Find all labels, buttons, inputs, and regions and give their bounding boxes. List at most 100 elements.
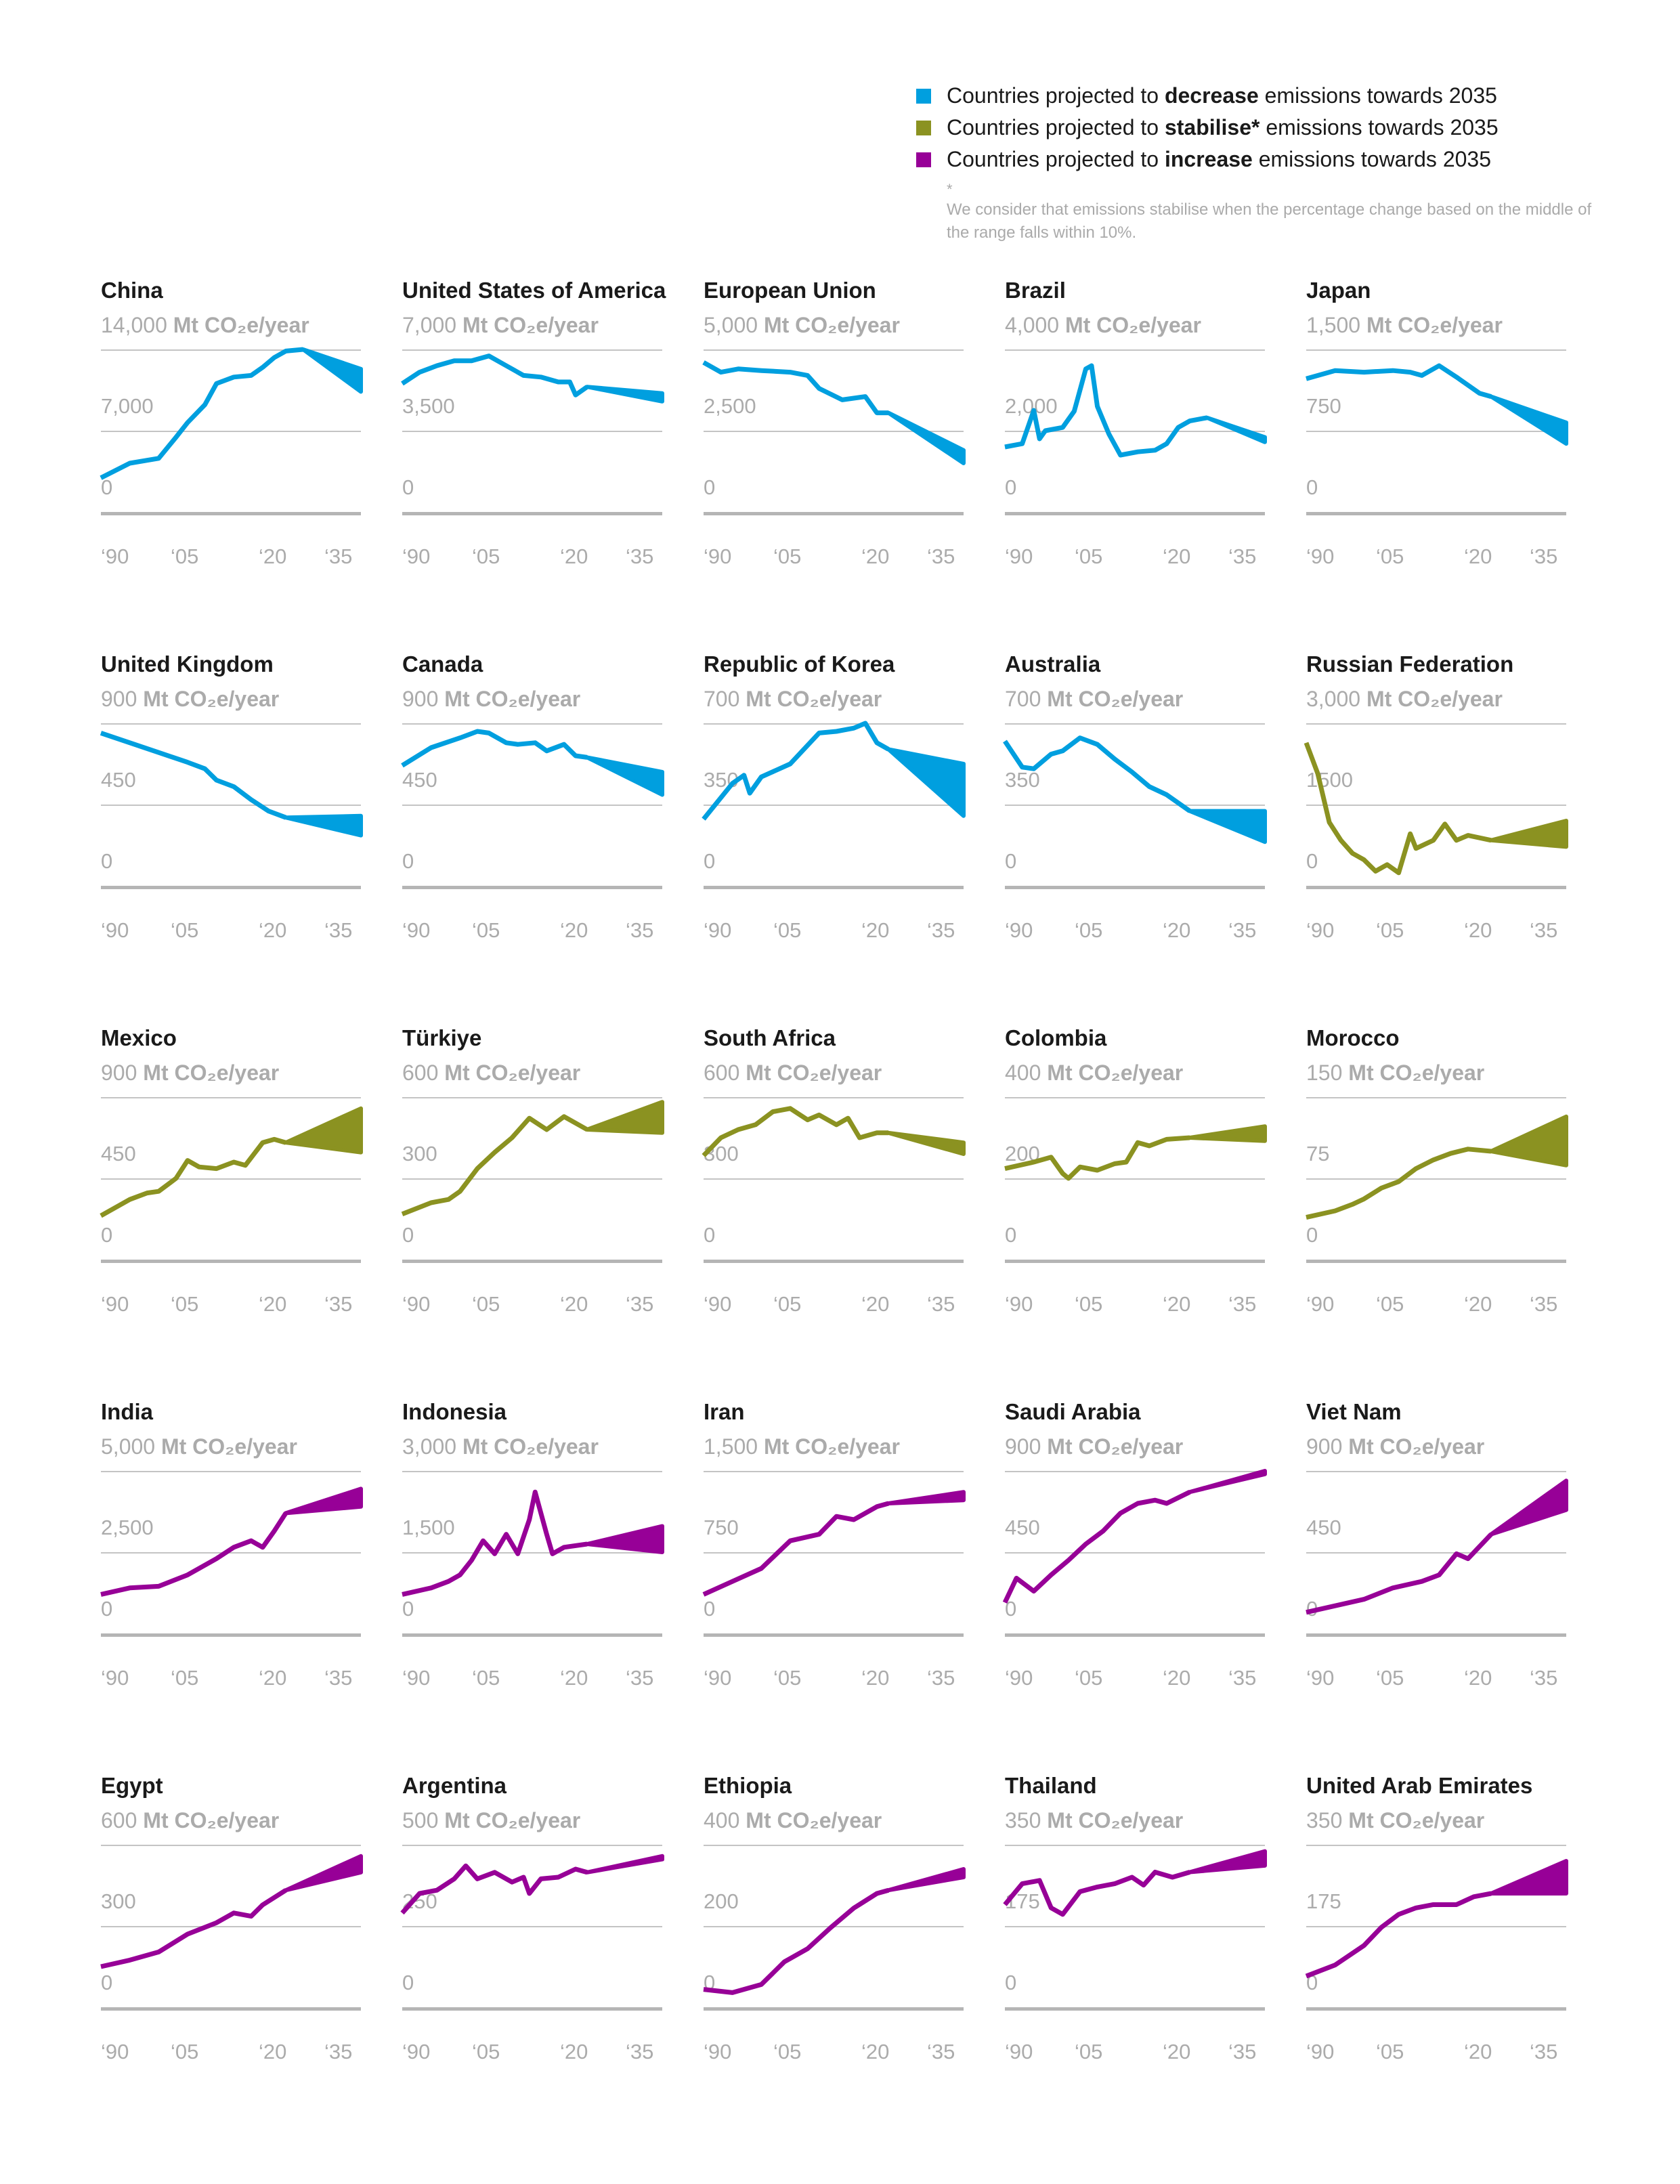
y-max-value: 4,000 (1005, 313, 1060, 337)
plot-area (1004, 363, 1267, 458)
unit-label: Mt CO₂e/year (1366, 687, 1503, 711)
y-max-label: 900 Mt CO₂e/year (101, 1061, 279, 1086)
country-name: Egypt (101, 1773, 163, 1798)
country-chart: Republic of Korea 700 Mt CO₂e/year 350 0 ‘90… (702, 645, 966, 956)
projection-range-2035 (886, 1490, 966, 1505)
footnote: We consider that emissions stabilise whe… (947, 200, 1592, 242)
x-tick-label: ‘05 (472, 2040, 500, 2063)
x-tick-label: ‘35 (626, 1666, 654, 1690)
projection-range-2035 (886, 410, 966, 465)
country-name: Türkiye (402, 1025, 482, 1050)
gridline-mid (1005, 1552, 1265, 1554)
x-tick-label: ‘05 (171, 1666, 199, 1690)
unit-label: Mt CO₂e/year (1366, 313, 1503, 337)
country-name: Australia (1005, 651, 1101, 677)
projection-range-2035 (284, 1106, 363, 1155)
country-name: India (101, 1399, 154, 1424)
gridline-mid (1306, 1926, 1566, 1927)
y-max-label: 4,000 Mt CO₂e/year (1005, 313, 1201, 338)
x-tick-label: ‘35 (626, 918, 654, 942)
unit-label: Mt CO₂e/year (1064, 313, 1201, 337)
country-chart: Mexico 900 Mt CO₂e/year 450 0 ‘90 ‘05 ‘20 ‘35 (100, 1019, 363, 1330)
gridline-mid (704, 1552, 964, 1554)
unit-label: Mt CO₂e/year (462, 313, 599, 337)
gridline-mid (1306, 431, 1566, 432)
gridline-top (101, 349, 361, 351)
x-tick-label: ‘20 (560, 544, 588, 568)
gridline-top (101, 723, 361, 725)
historical-emissions-line (100, 731, 287, 820)
historical-emissions-line (702, 721, 890, 821)
legend-keyword: decrease (1164, 83, 1259, 108)
plot-area (702, 1106, 966, 1157)
y-max-value: 5,000 (704, 313, 758, 337)
gridline-top (1005, 349, 1265, 351)
gridline-top (1306, 349, 1566, 351)
gridline-mid (402, 1552, 662, 1554)
x-tick-label: ‘20 (1464, 1292, 1492, 1316)
y-max-value: 600 (704, 1061, 740, 1085)
y-max-label: 7,000 Mt CO₂e/year (402, 313, 599, 338)
plot-area (1304, 742, 1568, 876)
y-tick-zero: 0 (101, 849, 113, 873)
y-tick-zero: 0 (704, 1597, 716, 1621)
projection-range-2035 (1205, 415, 1267, 444)
x-tick-label: ‘90 (1306, 918, 1335, 942)
x-tick-label: ‘20 (1464, 2040, 1492, 2063)
gridline-mid (101, 1178, 361, 1180)
gridline-top (101, 1471, 361, 1472)
unit-label: Mt CO₂e/year (1047, 687, 1184, 711)
country-name: Brazil (1005, 278, 1066, 303)
y-max-label: 350 Mt CO₂e/year (1306, 1808, 1484, 1833)
plot-area (1002, 1469, 1267, 1604)
y-tick-mid: 350 (1005, 768, 1040, 792)
x-tick-label: ‘90 (402, 544, 431, 568)
legend-swatch-stabilise (916, 120, 931, 135)
gridline-top (1005, 1845, 1265, 1846)
x-tick-label: ‘35 (1530, 918, 1558, 942)
legend-swatch-increase (916, 152, 931, 167)
unit-label: Mt CO₂e/year (160, 1434, 297, 1459)
x-axis-baseline (1005, 512, 1265, 515)
unit-label: Mt CO₂e/year (1348, 1061, 1485, 1085)
unit-label: Mt CO₂e/year (143, 1061, 280, 1085)
y-max-label: 700 Mt CO₂e/year (1005, 687, 1183, 712)
x-tick-label: ‘20 (560, 2040, 588, 2063)
y-max-label: 5,000 Mt CO₂e/year (101, 1434, 297, 1459)
gridline-top (1306, 723, 1566, 725)
x-tick-label: ‘90 (101, 544, 129, 568)
y-max-label: 1,500 Mt CO₂e/year (1306, 313, 1503, 338)
gridline-mid (402, 805, 662, 806)
historical-emissions-line (402, 1489, 588, 1597)
historical-emissions-line (702, 1106, 889, 1157)
y-max-value: 1,500 (1306, 313, 1361, 337)
y-tick-mid: 300 (402, 1142, 437, 1165)
plot-area (703, 1867, 966, 1995)
plot-area (1306, 1114, 1568, 1220)
y-max-value: 900 (1306, 1434, 1343, 1459)
unit-label: Mt CO₂e/year (444, 687, 581, 711)
y-max-label: 400 Mt CO₂e/year (704, 1808, 882, 1833)
legend-keyword: stabilise* (1164, 115, 1260, 140)
x-tick-label: ‘90 (402, 2040, 431, 2063)
country-name: Indonesia (402, 1399, 507, 1424)
x-tick-label: ‘20 (861, 1666, 890, 1690)
gridline-mid (1005, 805, 1265, 806)
gridline-mid (1005, 1178, 1265, 1180)
plot-area (100, 1106, 363, 1218)
x-axis-baseline (1005, 886, 1265, 889)
gridline-mid (1306, 805, 1566, 806)
x-tick-label: ‘20 (861, 544, 890, 568)
plot-area (401, 729, 664, 797)
historical-emissions-line (1306, 363, 1492, 399)
x-tick-label: ‘90 (101, 1292, 129, 1316)
x-tick-label: ‘90 (1306, 1292, 1335, 1316)
unit-label: Mt CO₂e/year (746, 687, 882, 711)
legend-swatch-decrease (916, 88, 931, 104)
plot-area (100, 347, 363, 480)
plot-area (1004, 1124, 1267, 1181)
y-max-value: 5,000 (101, 1434, 156, 1459)
x-tick-label: ‘05 (1075, 544, 1103, 568)
x-tick-label: ‘90 (1306, 2040, 1335, 2063)
plot-area (400, 1854, 664, 1915)
